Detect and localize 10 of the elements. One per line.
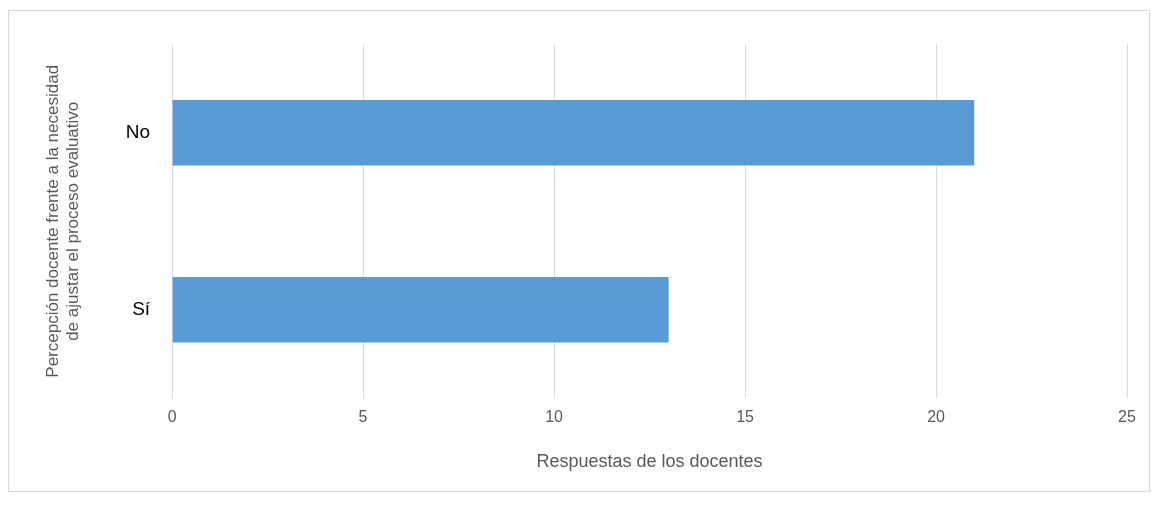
x-tick-label: 5 [358, 408, 368, 426]
y-axis-title: Percepción docente frente a la necesidad de ajustar el proceso evaluativo [42, 64, 83, 378]
y-tick-label: No [125, 121, 151, 143]
x-tick-label: 20 [927, 408, 946, 426]
x-tick-label: 15 [736, 408, 755, 426]
x-tick-label: 0 [167, 408, 177, 426]
y-tick-label: Sí [132, 297, 151, 319]
x-tick-label: 10 [545, 408, 564, 426]
x-tick-label: 25 [1118, 408, 1136, 426]
x-axis-title: Respuestas de los docentes [536, 451, 763, 472]
